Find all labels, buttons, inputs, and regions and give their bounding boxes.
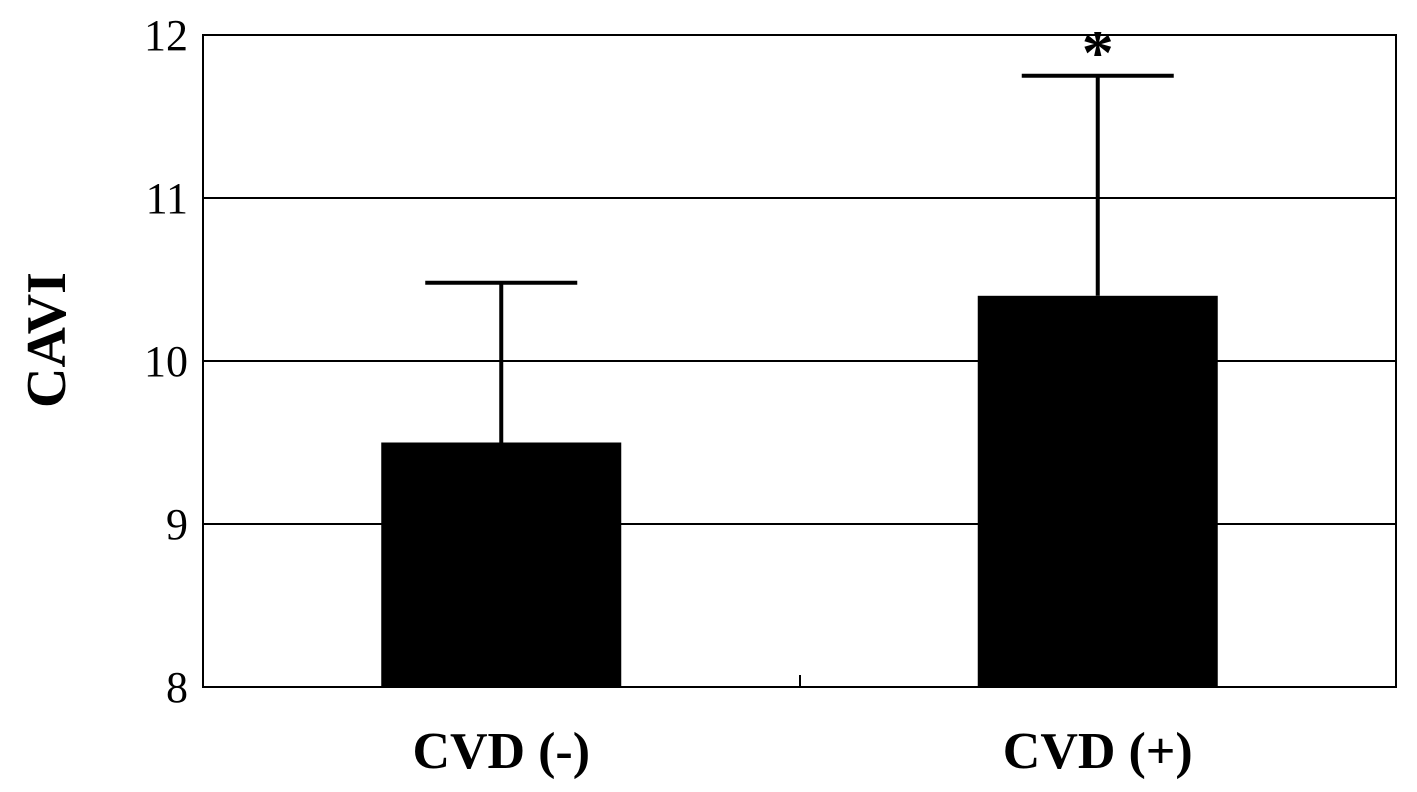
significance-asterisk: * [1082, 17, 1114, 88]
x-category-label: CVD (+) [1003, 723, 1193, 780]
bars [381, 295, 1218, 687]
y-tick-label: 9 [166, 500, 188, 549]
y-axis-title: CAVI [16, 272, 78, 408]
bar [381, 442, 622, 687]
y-tick-labels: 8 9 10 11 12 [144, 11, 188, 712]
annotations: * [1082, 17, 1114, 88]
error-bars [425, 73, 1174, 443]
y-tick-label: 12 [144, 11, 188, 60]
bar [977, 295, 1218, 687]
y-tick-label: 8 [166, 663, 188, 712]
y-tick-label: 11 [146, 174, 188, 223]
x-category-labels: CVD (-) CVD (+) [412, 723, 1192, 780]
x-category-label: CVD (-) [412, 723, 590, 780]
y-tick-label: 10 [144, 337, 188, 386]
